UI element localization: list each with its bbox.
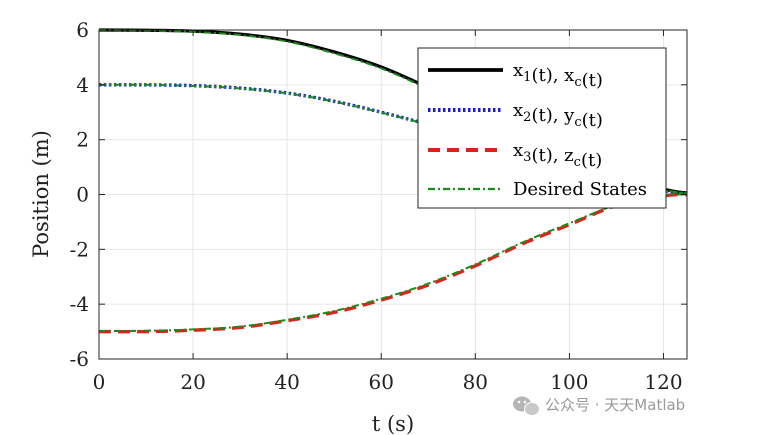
- x-tick-label: 100: [550, 370, 588, 394]
- y-tick-label: 2: [76, 128, 89, 152]
- y-tick-label: -4: [70, 292, 89, 316]
- axis-ticks: [98, 29, 687, 360]
- x-axis-label: t (s): [372, 412, 414, 435]
- y-axis-label: Position (m): [29, 130, 53, 258]
- y-tick-label: -6: [70, 347, 89, 371]
- y-tick-label: 4: [76, 73, 89, 97]
- legend: x1(t), xc(t) x2(t), yc(t) x3(t), zc(t) Desi…: [417, 47, 667, 209]
- x-tick-label: 60: [369, 370, 394, 394]
- x-tick-label: 120: [644, 370, 682, 394]
- x-tick-label: 40: [274, 370, 299, 394]
- legend-label-2: x2(t), yc(t): [513, 100, 603, 131]
- x-tick-label: 80: [463, 370, 488, 394]
- y-tick-label: 0: [76, 183, 89, 207]
- watermark-text: 公众号 · 天天Matlab: [545, 396, 685, 414]
- y-tick-label: 6: [76, 18, 89, 42]
- wechat-icon: [513, 396, 540, 416]
- x-tick-label: 20: [180, 370, 205, 394]
- y-tick-labels: -6 -4 -2 0 2 4 6: [70, 18, 89, 371]
- watermark: 公众号 · 天天Matlab: [513, 396, 685, 416]
- x-tick-label: 0: [93, 370, 106, 394]
- legend-box: [417, 47, 667, 209]
- legend-label-4: Desired States: [513, 179, 647, 200]
- y-tick-label: -2: [70, 237, 89, 261]
- legend-label-3: x3(t), zc(t): [513, 140, 602, 171]
- x-tick-labels: 0 20 40 60 80 100 120: [93, 370, 683, 394]
- legend-label-1: x1(t), xc(t): [513, 60, 603, 91]
